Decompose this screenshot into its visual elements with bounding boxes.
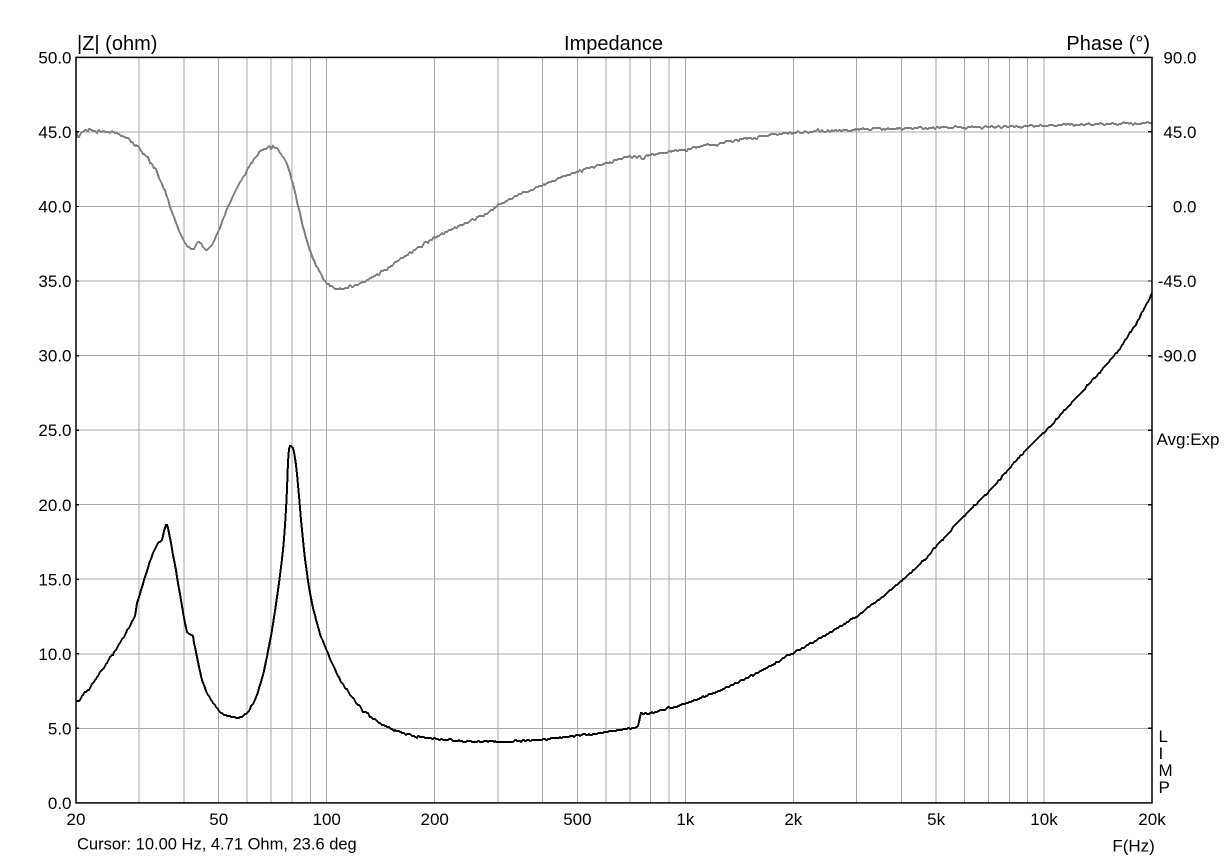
svg-text:15.0: 15.0 bbox=[38, 570, 71, 589]
svg-text:20.0: 20.0 bbox=[38, 496, 71, 515]
svg-text:35.0: 35.0 bbox=[38, 272, 71, 291]
svg-text:10k: 10k bbox=[1030, 810, 1058, 829]
svg-text:I: I bbox=[1159, 744, 1164, 763]
svg-text:20: 20 bbox=[67, 810, 86, 829]
svg-text:L: L bbox=[1159, 727, 1168, 746]
svg-text:5.0: 5.0 bbox=[48, 719, 72, 738]
svg-text:|Z| (ohm): |Z| (ohm) bbox=[77, 33, 157, 55]
svg-text:20k: 20k bbox=[1138, 810, 1166, 829]
svg-text:90.0: 90.0 bbox=[1163, 49, 1196, 68]
svg-text:Phase (°): Phase (°) bbox=[1066, 33, 1150, 55]
svg-text:50: 50 bbox=[209, 810, 228, 829]
svg-text:Avg:Exp: Avg:Exp bbox=[1157, 430, 1220, 449]
svg-text:-45.0: -45.0 bbox=[1158, 272, 1197, 291]
svg-text:25.0: 25.0 bbox=[38, 421, 71, 440]
svg-text:Cursor: 10.00 Hz, 4.71 Ohm, 23: Cursor: 10.00 Hz, 4.71 Ohm, 23.6 deg bbox=[77, 836, 357, 854]
svg-text:-90.0: -90.0 bbox=[1158, 347, 1197, 366]
svg-text:40.0: 40.0 bbox=[38, 198, 71, 217]
svg-text:M: M bbox=[1159, 761, 1173, 780]
svg-text:45.0: 45.0 bbox=[1163, 123, 1196, 142]
svg-text:1k: 1k bbox=[676, 810, 694, 829]
svg-text:Impedance: Impedance bbox=[564, 33, 663, 55]
svg-text:0.0: 0.0 bbox=[1173, 198, 1197, 217]
svg-text:2k: 2k bbox=[784, 810, 802, 829]
svg-text:0.0: 0.0 bbox=[48, 794, 72, 813]
svg-text:F(Hz): F(Hz) bbox=[1112, 837, 1154, 856]
svg-text:30.0: 30.0 bbox=[38, 347, 71, 366]
svg-text:P: P bbox=[1159, 778, 1170, 797]
svg-text:200: 200 bbox=[421, 810, 449, 829]
svg-text:45.0: 45.0 bbox=[38, 123, 71, 142]
svg-text:100: 100 bbox=[313, 810, 341, 829]
svg-text:5k: 5k bbox=[927, 810, 945, 829]
svg-text:10.0: 10.0 bbox=[38, 645, 71, 664]
svg-text:500: 500 bbox=[563, 810, 591, 829]
svg-text:50.0: 50.0 bbox=[38, 49, 71, 68]
